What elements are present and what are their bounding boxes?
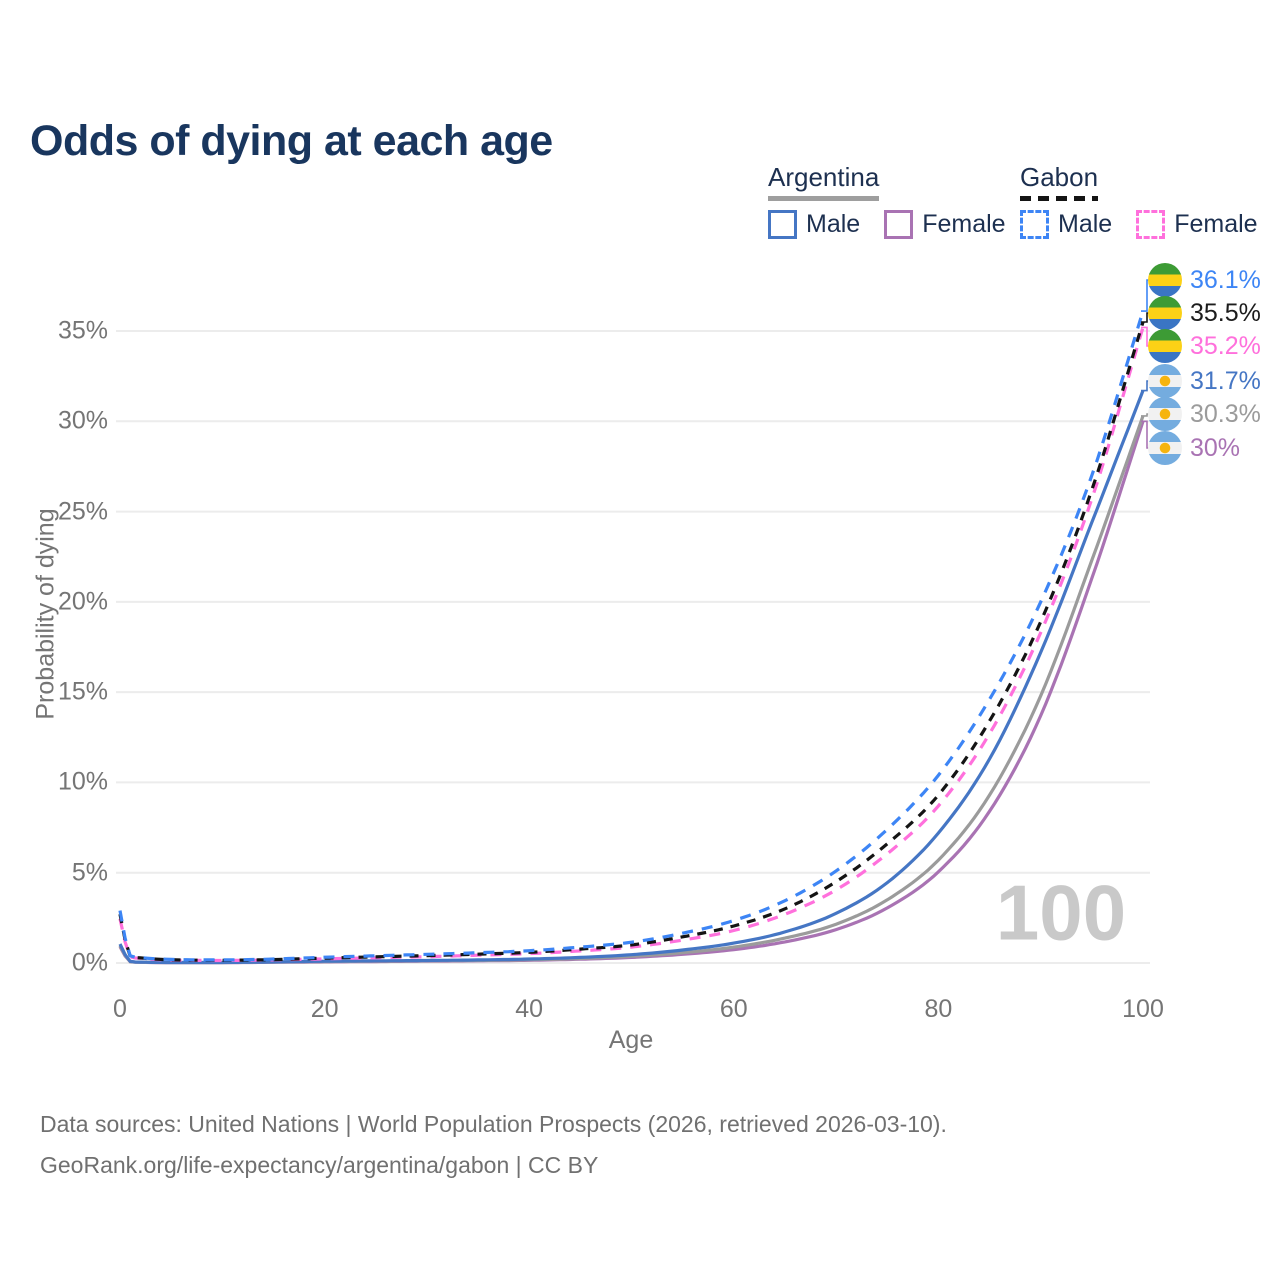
series-line-argentina-male: [118, 390, 1145, 965]
x-tick-label: 0: [113, 995, 127, 1023]
x-tick-label: 100: [1122, 995, 1164, 1023]
series-line-gabon-male: [118, 310, 1145, 962]
legend-item-argentina-male[interactable]: Male: [768, 210, 860, 239]
legend-item-label: Male: [806, 210, 861, 238]
end-value-text: 30%: [1190, 433, 1241, 462]
y-tick-label: 35%: [57, 316, 108, 345]
series-line-argentina-both-sexes: [118, 415, 1145, 965]
y-tick-label: 0%: [71, 948, 108, 977]
x-tick-label: 20: [310, 995, 339, 1023]
data-source: Data sources: United Nations | World Pop…: [40, 1104, 947, 1186]
legend-group-label: Gabon: [1020, 162, 1099, 192]
end-value-label: 30%: [1148, 431, 1240, 465]
gabon-flag-icon: [1148, 263, 1182, 297]
legend-group-gabon: Gabon Male Female: [1020, 162, 1280, 239]
argentina-flag-icon: [1148, 431, 1182, 465]
legend-item-label: Male: [1058, 210, 1113, 238]
end-value-label: 35.2%: [1148, 329, 1261, 363]
legend-group-label: Argentina: [768, 162, 880, 192]
end-value-label: 35.5%: [1148, 296, 1261, 330]
y-tick-label: 10%: [57, 767, 108, 796]
series-line-gabon-female: [118, 326, 1145, 963]
legend-item-label: Female: [1174, 210, 1258, 238]
data-source-line-2: GeoRank.org/life-expectancy/argentina/ga…: [40, 1152, 599, 1178]
legend-group-argentina: Argentina Male Female: [768, 162, 1030, 239]
legend-swatch-solid: [884, 210, 914, 239]
argentina-flag-icon: [1148, 397, 1182, 431]
end-value-label: 30.3%: [1148, 397, 1261, 431]
legend-item-label: Female: [922, 210, 1006, 238]
legend-item-gabon-male[interactable]: Male: [1020, 210, 1112, 239]
x-tick-label: 40: [515, 995, 544, 1023]
end-value-text: 35.2%: [1190, 331, 1261, 360]
legend-underline-solid: [768, 196, 880, 201]
age-watermark: 100: [995, 868, 1127, 957]
x-tick-label: 60: [719, 995, 748, 1023]
legend-item-argentina-female[interactable]: Female: [884, 210, 1006, 239]
legend-item-gabon-female[interactable]: Female: [1136, 210, 1258, 239]
end-value-text: 36.1%: [1190, 265, 1261, 294]
y-tick-label: 30%: [57, 406, 108, 435]
legend-underline-dashed: [1020, 196, 1099, 201]
end-value-text: 35.5%: [1190, 298, 1261, 327]
series-line-gabon-both-sexes: [118, 321, 1145, 962]
y-tick-label: 15%: [57, 677, 108, 706]
x-axis-title: Age: [608, 1026, 654, 1054]
argentina-flag-icon: [1148, 364, 1182, 398]
y-tick-label: 5%: [71, 858, 108, 887]
end-value-text: 30.3%: [1190, 399, 1261, 428]
x-tick-label: 80: [924, 995, 953, 1023]
y-tick-label: 25%: [57, 497, 108, 526]
end-value-text: 31.7%: [1190, 366, 1261, 395]
end-value-label: 31.7%: [1148, 364, 1261, 398]
gabon-flag-icon: [1148, 329, 1182, 363]
y-tick-label: 20%: [57, 587, 108, 616]
legend-swatch-solid: [768, 210, 797, 239]
chart-title: Odds of dying at each age: [30, 116, 553, 165]
legend-swatch-dashed: [1136, 210, 1166, 239]
legend-swatch-dashed: [1020, 210, 1049, 239]
gabon-flag-icon: [1148, 296, 1182, 330]
end-value-label: 36.1%: [1148, 263, 1261, 297]
y-axis-title: Probability of dying: [31, 508, 60, 720]
data-source-line-1: Data sources: United Nations | World Pop…: [40, 1111, 947, 1137]
